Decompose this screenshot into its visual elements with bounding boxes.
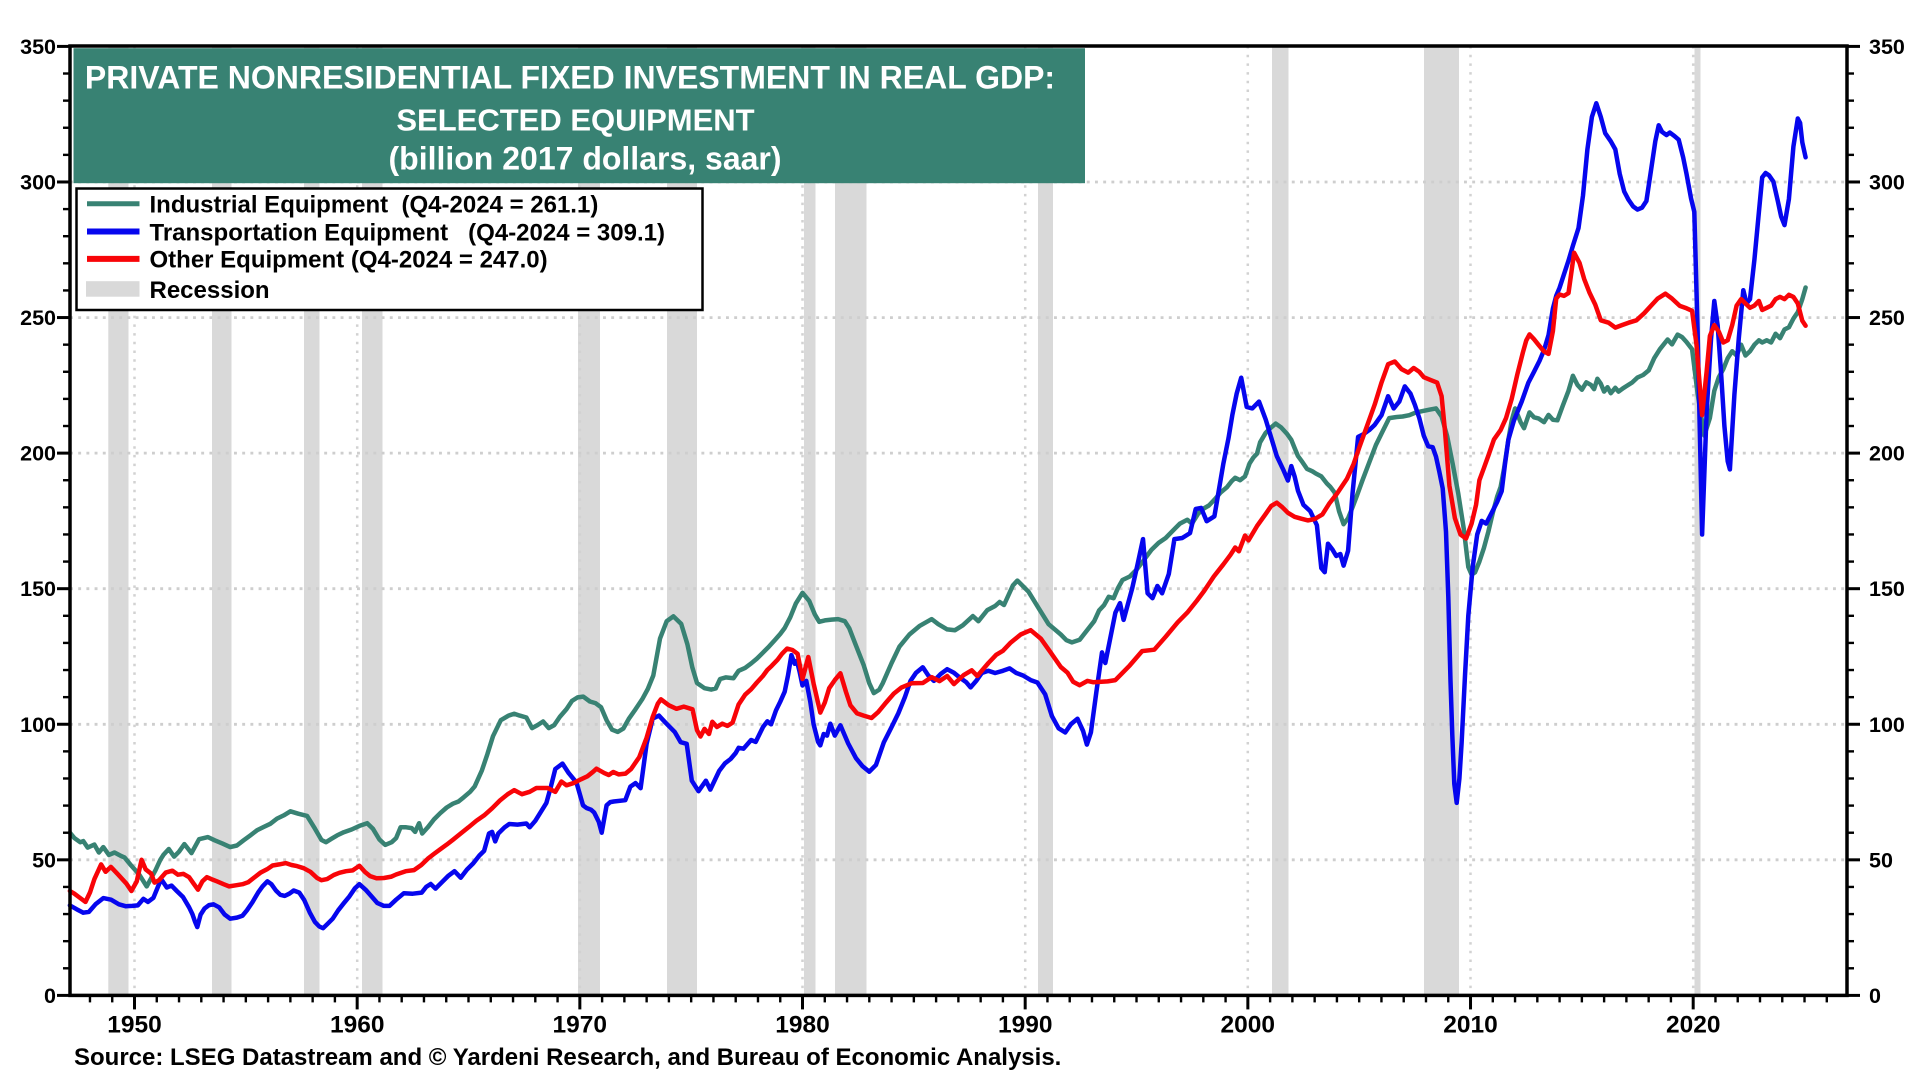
svg-text:100: 100 bbox=[20, 713, 56, 737]
svg-text:350: 350 bbox=[1869, 35, 1905, 59]
svg-text:2010: 2010 bbox=[1443, 1012, 1498, 1039]
svg-text:300: 300 bbox=[20, 171, 56, 195]
svg-text:150: 150 bbox=[1869, 577, 1905, 601]
svg-text:300: 300 bbox=[1869, 171, 1905, 195]
svg-text:200: 200 bbox=[1869, 442, 1905, 466]
svg-text:250: 250 bbox=[20, 306, 56, 330]
svg-text:50: 50 bbox=[1869, 848, 1893, 872]
svg-text:Recession: Recession bbox=[150, 277, 270, 304]
svg-text:2020: 2020 bbox=[1666, 1012, 1721, 1039]
svg-text:Source: LSEG Datastream and ©: Source: LSEG Datastream and © Yardeni Re… bbox=[74, 1044, 1061, 1071]
svg-text:1960: 1960 bbox=[330, 1012, 385, 1039]
svg-text:1950: 1950 bbox=[107, 1012, 162, 1039]
svg-text:1980: 1980 bbox=[775, 1012, 830, 1039]
svg-text:SELECTED EQUIPMENT: SELECTED EQUIPMENT bbox=[396, 103, 754, 138]
svg-text:Other Equipment (Q4-2024 = 247: Other Equipment (Q4-2024 = 247.0) bbox=[150, 247, 548, 274]
svg-text:250: 250 bbox=[1869, 306, 1905, 330]
svg-text:0: 0 bbox=[44, 984, 56, 1008]
svg-text:1990: 1990 bbox=[998, 1012, 1053, 1039]
svg-text:1970: 1970 bbox=[553, 1012, 608, 1039]
svg-text:150: 150 bbox=[20, 577, 56, 601]
svg-text:0: 0 bbox=[1869, 984, 1881, 1008]
svg-text:350: 350 bbox=[20, 35, 56, 59]
svg-text:PRIVATE NONRESIDENTIAL FIXED I: PRIVATE NONRESIDENTIAL FIXED INVESTMENT … bbox=[85, 60, 1055, 96]
svg-text:Industrial Equipment (Q4-2024: Industrial Equipment (Q4-2024 = 261.1) bbox=[150, 192, 599, 219]
svg-text:(billion 2017 dollars, saar): (billion 2017 dollars, saar) bbox=[388, 141, 781, 177]
svg-text:2000: 2000 bbox=[1221, 1012, 1276, 1039]
svg-text:200: 200 bbox=[20, 442, 56, 466]
svg-text:100: 100 bbox=[1869, 713, 1905, 737]
svg-text:50: 50 bbox=[32, 848, 56, 872]
svg-text:Transportation Equipment (Q4: Transportation Equipment (Q4-2024 = 309.… bbox=[150, 219, 665, 246]
